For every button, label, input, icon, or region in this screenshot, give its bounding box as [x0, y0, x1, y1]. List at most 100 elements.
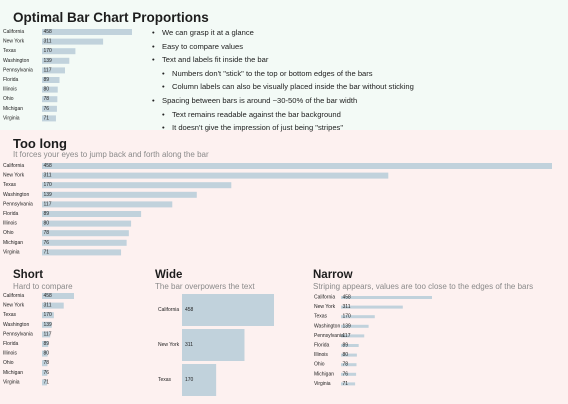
narrow-category-label: Virginia: [314, 381, 331, 387]
long-category-label: Illinois: [3, 221, 17, 227]
long-bar: [42, 230, 129, 237]
long-value-label: 78: [44, 230, 50, 236]
narrow-bar: [341, 353, 357, 357]
narrow-value-label: 89: [343, 343, 349, 349]
bullet-item: • Text remains readable against the bar b…: [150, 110, 560, 119]
optimal-chart: California 458 New York 311 Texas 170 Washingt…: [3, 29, 132, 122]
narrow-bar: [341, 334, 365, 338]
short-category-label: Virginia: [3, 379, 20, 385]
narrow-bar: [341, 305, 403, 309]
short-category-label: Washington: [3, 322, 29, 328]
narrow-bar: [341, 363, 357, 367]
optimal-section: Optimal Bar Chart Proportions California…: [0, 0, 568, 133]
bullet-dot-icon: •: [162, 68, 165, 78]
bullet-text: It doesn't give the impression of just b…: [172, 123, 344, 133]
narrow-bar: [341, 344, 359, 347]
optimal-bar: [42, 96, 58, 103]
optimal-bar: [42, 48, 76, 55]
wide-bar: [182, 364, 217, 396]
long-value-label: 80: [44, 221, 50, 227]
too-long-section: Too long It forces your eyes to jump bac…: [0, 130, 568, 262]
short-category-label: Ohio: [3, 360, 14, 366]
narrow-category-label: Florida: [314, 343, 330, 349]
short-value-label: 80: [44, 351, 50, 357]
long-value-label: 71: [44, 249, 50, 255]
narrow-subtitle: Striping appears, values are too close t…: [313, 282, 534, 291]
bullet-dot-icon: •: [152, 41, 155, 51]
bullet-text: Easy to compare values: [162, 41, 244, 51]
narrow-bar: [341, 296, 432, 299]
narrow-value-label: 170: [343, 314, 352, 320]
narrow-category-label: Ohio: [314, 362, 325, 368]
long-value-label: 170: [44, 182, 53, 188]
short-bar: [42, 379, 47, 386]
bullet-item: • Text and labels fit inside the bar: [150, 55, 560, 64]
long-category-label: Texas: [3, 182, 17, 188]
narrow-value-label: 117: [343, 333, 351, 339]
narrow-bar: [341, 372, 357, 376]
narrow-category-label: New York: [314, 304, 336, 310]
short-category-label: Texas: [3, 312, 17, 318]
wide-value-label: 170: [185, 377, 194, 383]
narrow-value-label: 311: [343, 304, 351, 310]
short-category-label: Pennsylvania: [3, 331, 33, 337]
short-category-label: Illinois: [3, 351, 17, 357]
wide-category-label: Texas: [158, 377, 172, 383]
narrow-category-label: Washington: [314, 323, 340, 329]
narrow-value-label: 139: [343, 323, 352, 329]
bullet-text: Column labels can also be visually place…: [172, 82, 414, 92]
bullet-text: Spacing between bars is around ~30-50% o…: [162, 95, 358, 105]
too-long-chart: California 458 New York 311 Texas 170 Washingt…: [3, 163, 552, 256]
short-title: Short: [13, 269, 44, 281]
long-category-label: Washington: [3, 192, 29, 198]
optimal-bar: [42, 115, 56, 122]
optimal-value-label: 71: [44, 115, 50, 121]
narrow-category-label: Michigan: [314, 371, 334, 377]
optimal-category-label: Illinois: [3, 87, 17, 93]
short-bar: [42, 302, 64, 309]
bullet-dot-icon: •: [152, 95, 155, 105]
optimal-value-label: 311: [44, 39, 52, 45]
optimal-value-label: 139: [44, 58, 53, 64]
optimal-value-label: 117: [44, 67, 52, 73]
long-category-label: California: [3, 163, 24, 169]
bullet-text: Text remains readable against the bar ba…: [172, 109, 341, 119]
short-bar: [42, 341, 49, 347]
bullet-item: • Column labels can also be visually plac…: [150, 82, 560, 91]
long-category-label: Florida: [3, 211, 19, 217]
narrow-bar: [341, 324, 369, 328]
narrow-category-label: Illinois: [314, 352, 328, 358]
optimal-title: Optimal Bar Chart Proportions: [13, 10, 209, 25]
optimal-value-label: 78: [44, 96, 50, 102]
optimal-bar: [42, 38, 104, 45]
optimal-bar: [42, 29, 132, 35]
optimal-category-label: Florida: [3, 77, 19, 83]
narrow-category-label: Texas: [314, 314, 328, 320]
bullet-item: • Numbers don't "stick" to the top or bot…: [150, 69, 560, 78]
narrow-chart: California 458 New York 311 Texas 170Washingt…: [314, 295, 432, 387]
narrow-value-label: 76: [343, 371, 349, 377]
wide-subtitle: The bar overpowers the text: [155, 282, 255, 291]
narrow-value-label: 458: [343, 295, 352, 301]
short-subtitle: Hard to compare: [13, 282, 73, 291]
optimal-category-label: Washington: [3, 58, 29, 64]
short-bar: [42, 360, 48, 367]
long-bar: [42, 191, 197, 198]
bullet-text: We can grasp it at a glance: [162, 28, 254, 37]
long-bar: [42, 249, 122, 256]
long-value-label: 311: [44, 173, 52, 179]
bullet-item: • We can grasp it at a glance: [150, 28, 560, 37]
short-bar: [42, 293, 74, 299]
short-value-label: 170: [44, 312, 53, 318]
wide-value-label: 458: [185, 307, 194, 313]
bullet-text: Text and labels fit inside the bar: [162, 55, 269, 65]
short-value-label: 76: [44, 370, 50, 376]
optimal-value-label: 80: [44, 87, 50, 93]
too-long-subtitle: It forces your eyes to jump back and for…: [13, 150, 209, 159]
optimal-value-label: 89: [44, 77, 50, 83]
wide-title: Wide: [155, 269, 183, 281]
short-bar: [42, 369, 48, 376]
short-bar: [42, 321, 52, 328]
short-section: Short Hard to compare California 458 New Y…: [0, 262, 150, 404]
optimal-bar: [42, 86, 58, 93]
